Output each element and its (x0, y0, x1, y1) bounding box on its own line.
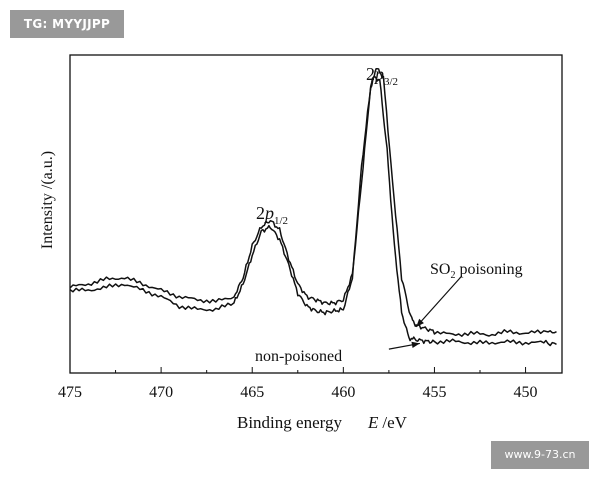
x-tick-label: 460 (331, 384, 355, 401)
arrow-so2-head (416, 318, 424, 327)
x-tick-label: 470 (149, 384, 173, 401)
x-tick-label: 450 (514, 384, 538, 401)
x-tick-label: 455 (422, 384, 446, 401)
arrow-non-poisoned-head (411, 341, 420, 349)
watermark-top-left: TG: MYYJJPP (10, 10, 124, 38)
x-tick-label: 475 (58, 384, 82, 401)
series-line-so2-poisoning (69, 67, 557, 337)
annotation-arrows (388, 275, 463, 350)
arrow-so2-line (415, 275, 463, 328)
x-axis-label: Binding energy E/eV (237, 413, 408, 432)
plot-frame (69, 54, 563, 374)
annotation-2p12: 2p1/2 (256, 203, 288, 227)
series-line-non-poisoned (69, 76, 557, 347)
watermark-bottom-right: www.9-73.cn (491, 441, 589, 469)
annotation-non-poisoned: non-poisoned (255, 348, 342, 365)
x-tick-label: 465 (240, 384, 264, 401)
x-ticks: 475 470 465 460 455 450 (58, 367, 538, 401)
annotation-so2-poisoning: SO2 poisoning (430, 261, 523, 281)
series-lines (69, 67, 557, 347)
annotation-2p32: 2p3/2 (366, 64, 398, 88)
y-axis-label: Intensity /(a.u.) (39, 151, 56, 249)
